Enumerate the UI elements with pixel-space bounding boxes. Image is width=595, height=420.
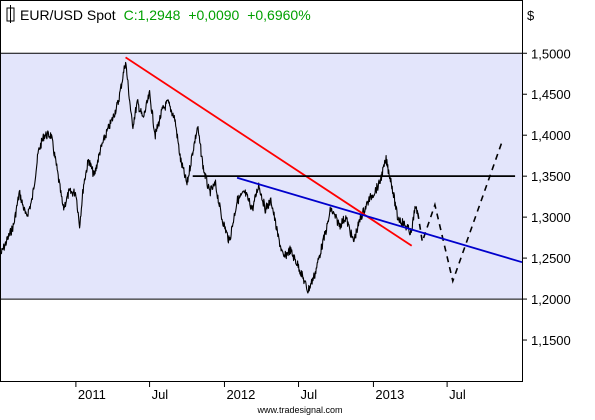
x-tick-label: Jul bbox=[449, 387, 466, 402]
y-tick-label: 1,4500 bbox=[531, 87, 571, 102]
x-tick-label: 2011 bbox=[78, 387, 106, 402]
trendlines-layer bbox=[125, 56, 523, 284]
currency-unit-label: $ bbox=[527, 8, 535, 23]
change-absolute: +0,0090 bbox=[188, 7, 239, 23]
projection-dashed-line bbox=[417, 139, 504, 284]
x-tick-label: 2013 bbox=[375, 387, 404, 402]
x-tick-label: Jul bbox=[301, 387, 318, 402]
price-layer bbox=[0, 61, 419, 294]
price-line bbox=[0, 61, 419, 294]
y-tick-label: 1,2000 bbox=[531, 292, 571, 307]
watermark: www.tradesignal.com bbox=[256, 405, 342, 415]
change-percent: +0,6960% bbox=[247, 7, 310, 23]
y-tick-label: 1,3500 bbox=[531, 169, 571, 184]
y-tick-label: 1,2500 bbox=[531, 251, 571, 266]
chart-title: EUR/USD Spot C:1,2948 +0,0090 +0,6960% bbox=[20, 7, 311, 23]
x-axis: 2011 Jul 2012 Jul 2013 Jul bbox=[75, 381, 466, 402]
blue-trendline bbox=[236, 176, 523, 264]
chart-header: EUR/USD Spot C:1,2948 +0,0090 +0,6960% bbox=[6, 5, 311, 23]
y-axis: 1,5000 1,4500 1,4000 1,3500 1,3000 1,2500 1,20… bbox=[522, 46, 571, 348]
x-tick-label: Jul bbox=[152, 387, 169, 402]
y-tick-label: 1,4000 bbox=[531, 128, 571, 143]
symbol-name: EUR/USD Spot bbox=[20, 7, 116, 23]
red-trendline bbox=[125, 56, 413, 247]
close-quote: C:1,2948 bbox=[124, 7, 181, 23]
y-tick-label: 1,1500 bbox=[531, 333, 571, 348]
y-tick-label: 1,3000 bbox=[531, 210, 571, 225]
x-tick-label: 2012 bbox=[226, 387, 255, 402]
y-tick-label: 1,5000 bbox=[531, 46, 571, 61]
